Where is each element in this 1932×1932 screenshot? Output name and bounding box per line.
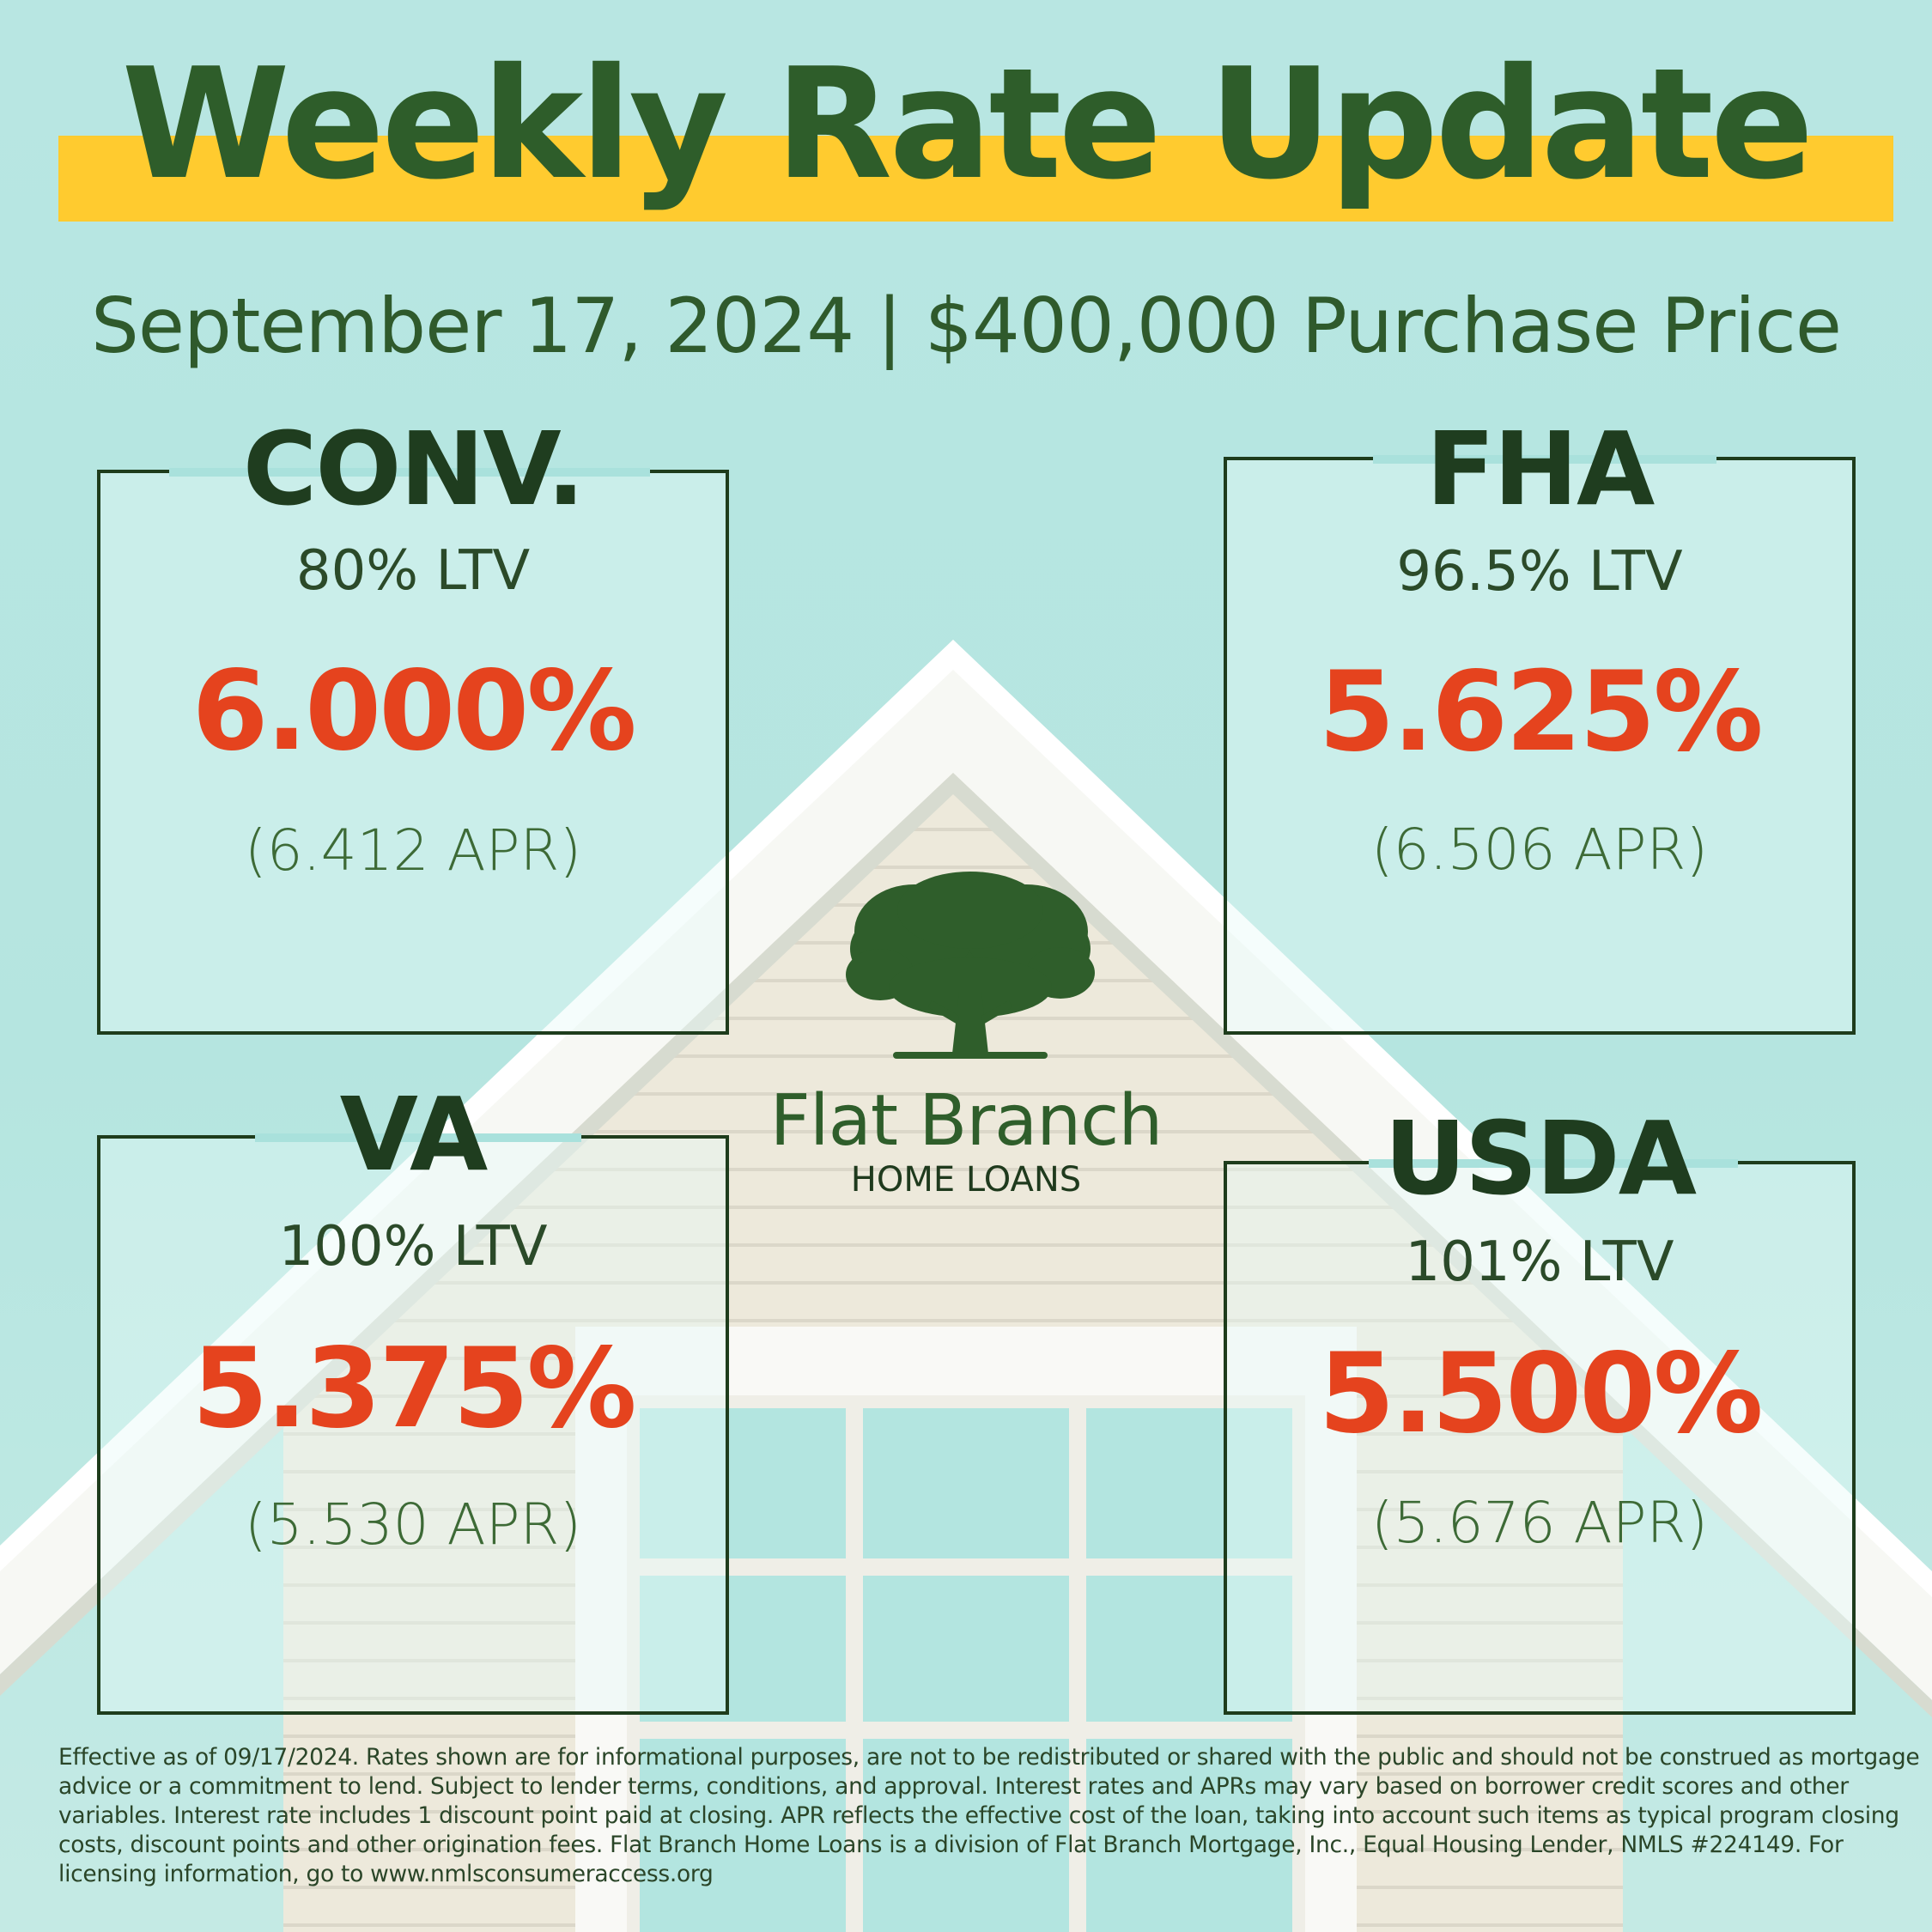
loan-type-text: CONV. [242, 410, 586, 528]
ltv-text: 100% LTV [278, 1215, 548, 1279]
interest-rate: 6.000% [191, 647, 636, 775]
apr-text: (5.530 APR) [244, 1492, 582, 1558]
disclaimer-text: Effective as of 09/17/2024. Rates shown … [58, 1744, 1920, 1887]
apr-text: (5.676 APR) [1370, 1490, 1709, 1556]
loan-type-text: FHA [1425, 410, 1656, 528]
loan-type-text: VA [339, 1075, 489, 1194]
ltv-text: 96.5% LTV [1396, 540, 1683, 604]
apr-text: (6.506 APR) [1370, 817, 1709, 883]
loan-type-text: USDA [1383, 1099, 1697, 1218]
rate-card-usda: USDA 101% LTV 5.500% (5.676 APR) [1224, 1103, 1856, 1715]
logo-name: Flat Branch [769, 1080, 1163, 1162]
page-title: Weekly Rate Update [121, 35, 1814, 213]
loan-type-label: FHA [1227, 413, 1852, 525]
loan-type-label: USDA [1227, 1103, 1852, 1214]
interest-rate: 5.625% [1318, 648, 1763, 776]
ltv-text: 80% LTV [295, 539, 531, 603]
title-highlight [58, 136, 1893, 222]
loan-type-label: CONV. [100, 413, 726, 525]
interest-rate: 5.500% [1318, 1330, 1763, 1458]
apr-text: (6.412 APR) [244, 817, 582, 884]
rate-card-fha: FHA 96.5% LTV 5.625% (6.506 APR) [1224, 413, 1856, 1035]
ltv-text: 101% LTV [1405, 1230, 1674, 1294]
rate-card-conv: CONV. 80% LTV 6.000% (6.412 APR) [97, 413, 729, 1035]
tree-icon [846, 872, 1095, 1059]
logo-tagline: HOME LOANS [850, 1160, 1082, 1200]
page-subtitle: September 17, 2024 | $400,000 Purchase P… [91, 282, 1842, 370]
interest-rate: 5.375% [191, 1325, 636, 1453]
loan-type-label: VA [100, 1078, 726, 1190]
rate-card-va: VA 100% LTV 5.375% (5.530 APR) [97, 1078, 729, 1715]
